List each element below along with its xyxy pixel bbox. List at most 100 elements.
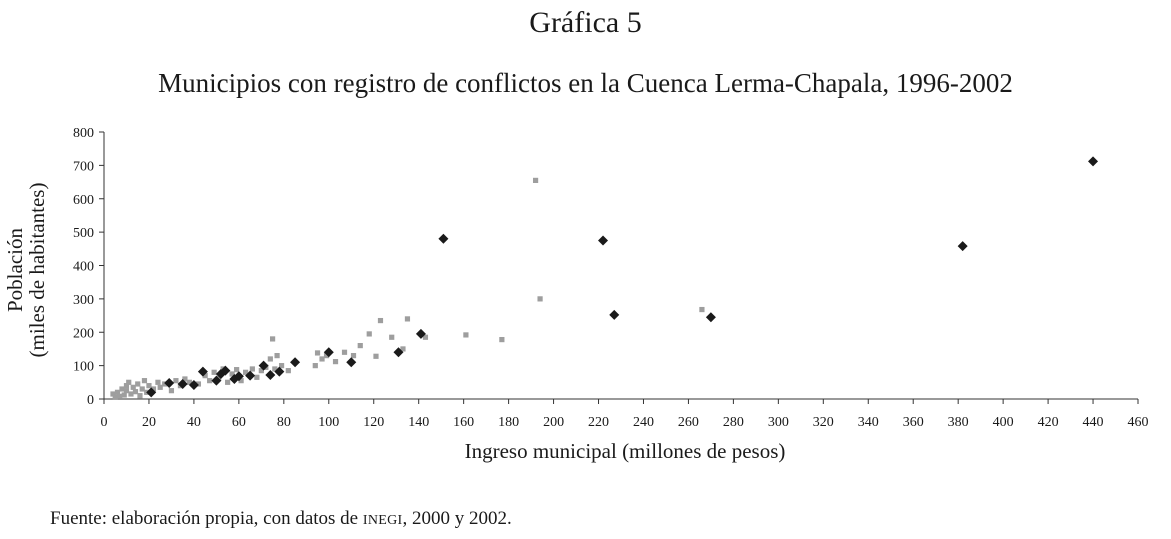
data-point-square bbox=[366, 331, 372, 337]
data-point-diamond bbox=[438, 233, 449, 244]
data-point-diamond bbox=[957, 241, 968, 252]
data-point-square bbox=[141, 378, 148, 384]
data-point-square bbox=[207, 378, 213, 384]
data-point-square bbox=[112, 394, 118, 400]
x-tick-label: 140 bbox=[408, 415, 429, 430]
data-point-square bbox=[332, 359, 339, 365]
data-point-diamond bbox=[290, 357, 301, 368]
x-tick-label: 400 bbox=[993, 415, 1014, 430]
data-point-square bbox=[272, 366, 278, 372]
data-point-square bbox=[117, 393, 123, 399]
data-point-square bbox=[202, 373, 208, 379]
y-tick-label: 0 bbox=[87, 393, 94, 408]
data-point-square bbox=[532, 177, 539, 183]
data-point-square bbox=[499, 336, 505, 343]
data-point-square bbox=[357, 343, 363, 349]
data-point-square bbox=[155, 379, 161, 385]
data-point-square bbox=[373, 353, 379, 359]
data-point-square bbox=[254, 374, 260, 380]
data-point-square bbox=[463, 332, 469, 338]
data-point-diamond bbox=[346, 357, 357, 368]
data-point-square bbox=[130, 384, 136, 390]
x-tick-label: 80 bbox=[277, 415, 291, 430]
x-tick-label: 440 bbox=[1083, 415, 1104, 430]
data-point-square bbox=[341, 349, 348, 355]
chart-title: Municipios con registro de conflictos en… bbox=[158, 68, 1013, 98]
data-point-square bbox=[267, 356, 273, 362]
data-point-square bbox=[258, 368, 264, 374]
data-point-diamond bbox=[197, 366, 208, 377]
data-point-diamond bbox=[245, 370, 256, 381]
data-point-square bbox=[162, 381, 168, 387]
source-prefix: Fuente: elaboración propia, con datos de bbox=[50, 508, 363, 529]
y-tick-label: 600 bbox=[73, 193, 94, 208]
x-axis-label: Ingreso municipal (millones de pesos) bbox=[465, 439, 786, 463]
x-tick-label: 40 bbox=[187, 415, 201, 430]
data-point-square bbox=[186, 379, 193, 385]
data-point-square bbox=[119, 386, 125, 392]
data-point-square bbox=[182, 376, 188, 382]
data-point-diamond bbox=[609, 309, 620, 320]
x-tick-label: 180 bbox=[498, 415, 519, 430]
x-tick-label: 320 bbox=[813, 415, 834, 430]
data-point-square bbox=[123, 383, 130, 389]
data-point-square bbox=[135, 381, 141, 387]
data-point-diamond bbox=[220, 365, 231, 376]
data-point-square bbox=[319, 356, 325, 362]
data-point-square bbox=[404, 316, 411, 322]
x-tick-label: 360 bbox=[903, 415, 924, 430]
x-tick-label: 160 bbox=[453, 415, 474, 430]
source-suffix: , 2000 y 2002. bbox=[402, 508, 512, 529]
data-point-square bbox=[400, 346, 406, 352]
data-point-square bbox=[150, 386, 157, 392]
data-point-square bbox=[323, 353, 330, 359]
data-point-diamond bbox=[705, 312, 716, 323]
data-point-square bbox=[238, 378, 244, 384]
chart-marks bbox=[110, 156, 1099, 400]
data-point-square bbox=[699, 306, 705, 313]
chart-ticks: 0 100 200 300 400 500 600 700 800 0 20 40 60 80 100 120… bbox=[73, 126, 1149, 430]
data-point-square bbox=[377, 317, 384, 324]
data-point-square bbox=[285, 368, 291, 374]
y-axis-label-line-1: Población bbox=[3, 228, 27, 312]
data-point-square bbox=[157, 384, 163, 390]
x-tick-label: 60 bbox=[232, 415, 246, 430]
data-point-square bbox=[211, 369, 217, 375]
data-point-diamond bbox=[274, 366, 285, 377]
data-point-square bbox=[168, 388, 175, 394]
data-point-diamond bbox=[598, 235, 609, 246]
x-tick-label: 0 bbox=[101, 415, 108, 430]
x-tick-label: 300 bbox=[768, 415, 789, 430]
data-point-square bbox=[110, 391, 116, 397]
y-tick-label: 300 bbox=[73, 293, 94, 308]
data-point-square bbox=[389, 334, 395, 340]
x-tick-label: 420 bbox=[1038, 415, 1059, 430]
y-tick-label: 400 bbox=[73, 260, 94, 275]
data-point-square bbox=[249, 366, 255, 372]
data-point-square bbox=[121, 392, 127, 398]
data-point-diamond bbox=[258, 360, 269, 371]
data-point-square bbox=[422, 334, 429, 340]
x-tick-label: 380 bbox=[948, 415, 969, 430]
y-axis-label-line-2: (miles de habitantes) bbox=[25, 183, 49, 358]
data-point-square bbox=[195, 381, 202, 387]
data-point-square bbox=[537, 296, 543, 302]
y-tick-label: 700 bbox=[73, 159, 94, 174]
data-point-square bbox=[123, 388, 130, 394]
data-point-square bbox=[173, 378, 179, 384]
data-point-square bbox=[274, 353, 280, 359]
x-tick-label: 220 bbox=[588, 415, 609, 430]
figure-label: Gráfica 5 bbox=[529, 6, 642, 39]
data-point-square bbox=[278, 363, 285, 369]
x-tick-label: 120 bbox=[363, 415, 384, 430]
scatter-chart: 0 100 200 300 400 500 600 700 800 0 20 40 60 80 100 120… bbox=[3, 126, 1149, 463]
data-point-square bbox=[128, 391, 134, 397]
x-tick-label: 280 bbox=[723, 415, 744, 430]
data-point-diamond bbox=[1088, 156, 1099, 167]
data-point-square bbox=[350, 353, 357, 359]
source-note: Fuente: elaboración propia, con datos de… bbox=[50, 508, 512, 530]
data-point-diamond bbox=[177, 378, 188, 389]
data-point-square bbox=[146, 383, 152, 389]
data-point-diamond bbox=[188, 379, 199, 390]
source-agency: INEGI bbox=[362, 513, 403, 528]
